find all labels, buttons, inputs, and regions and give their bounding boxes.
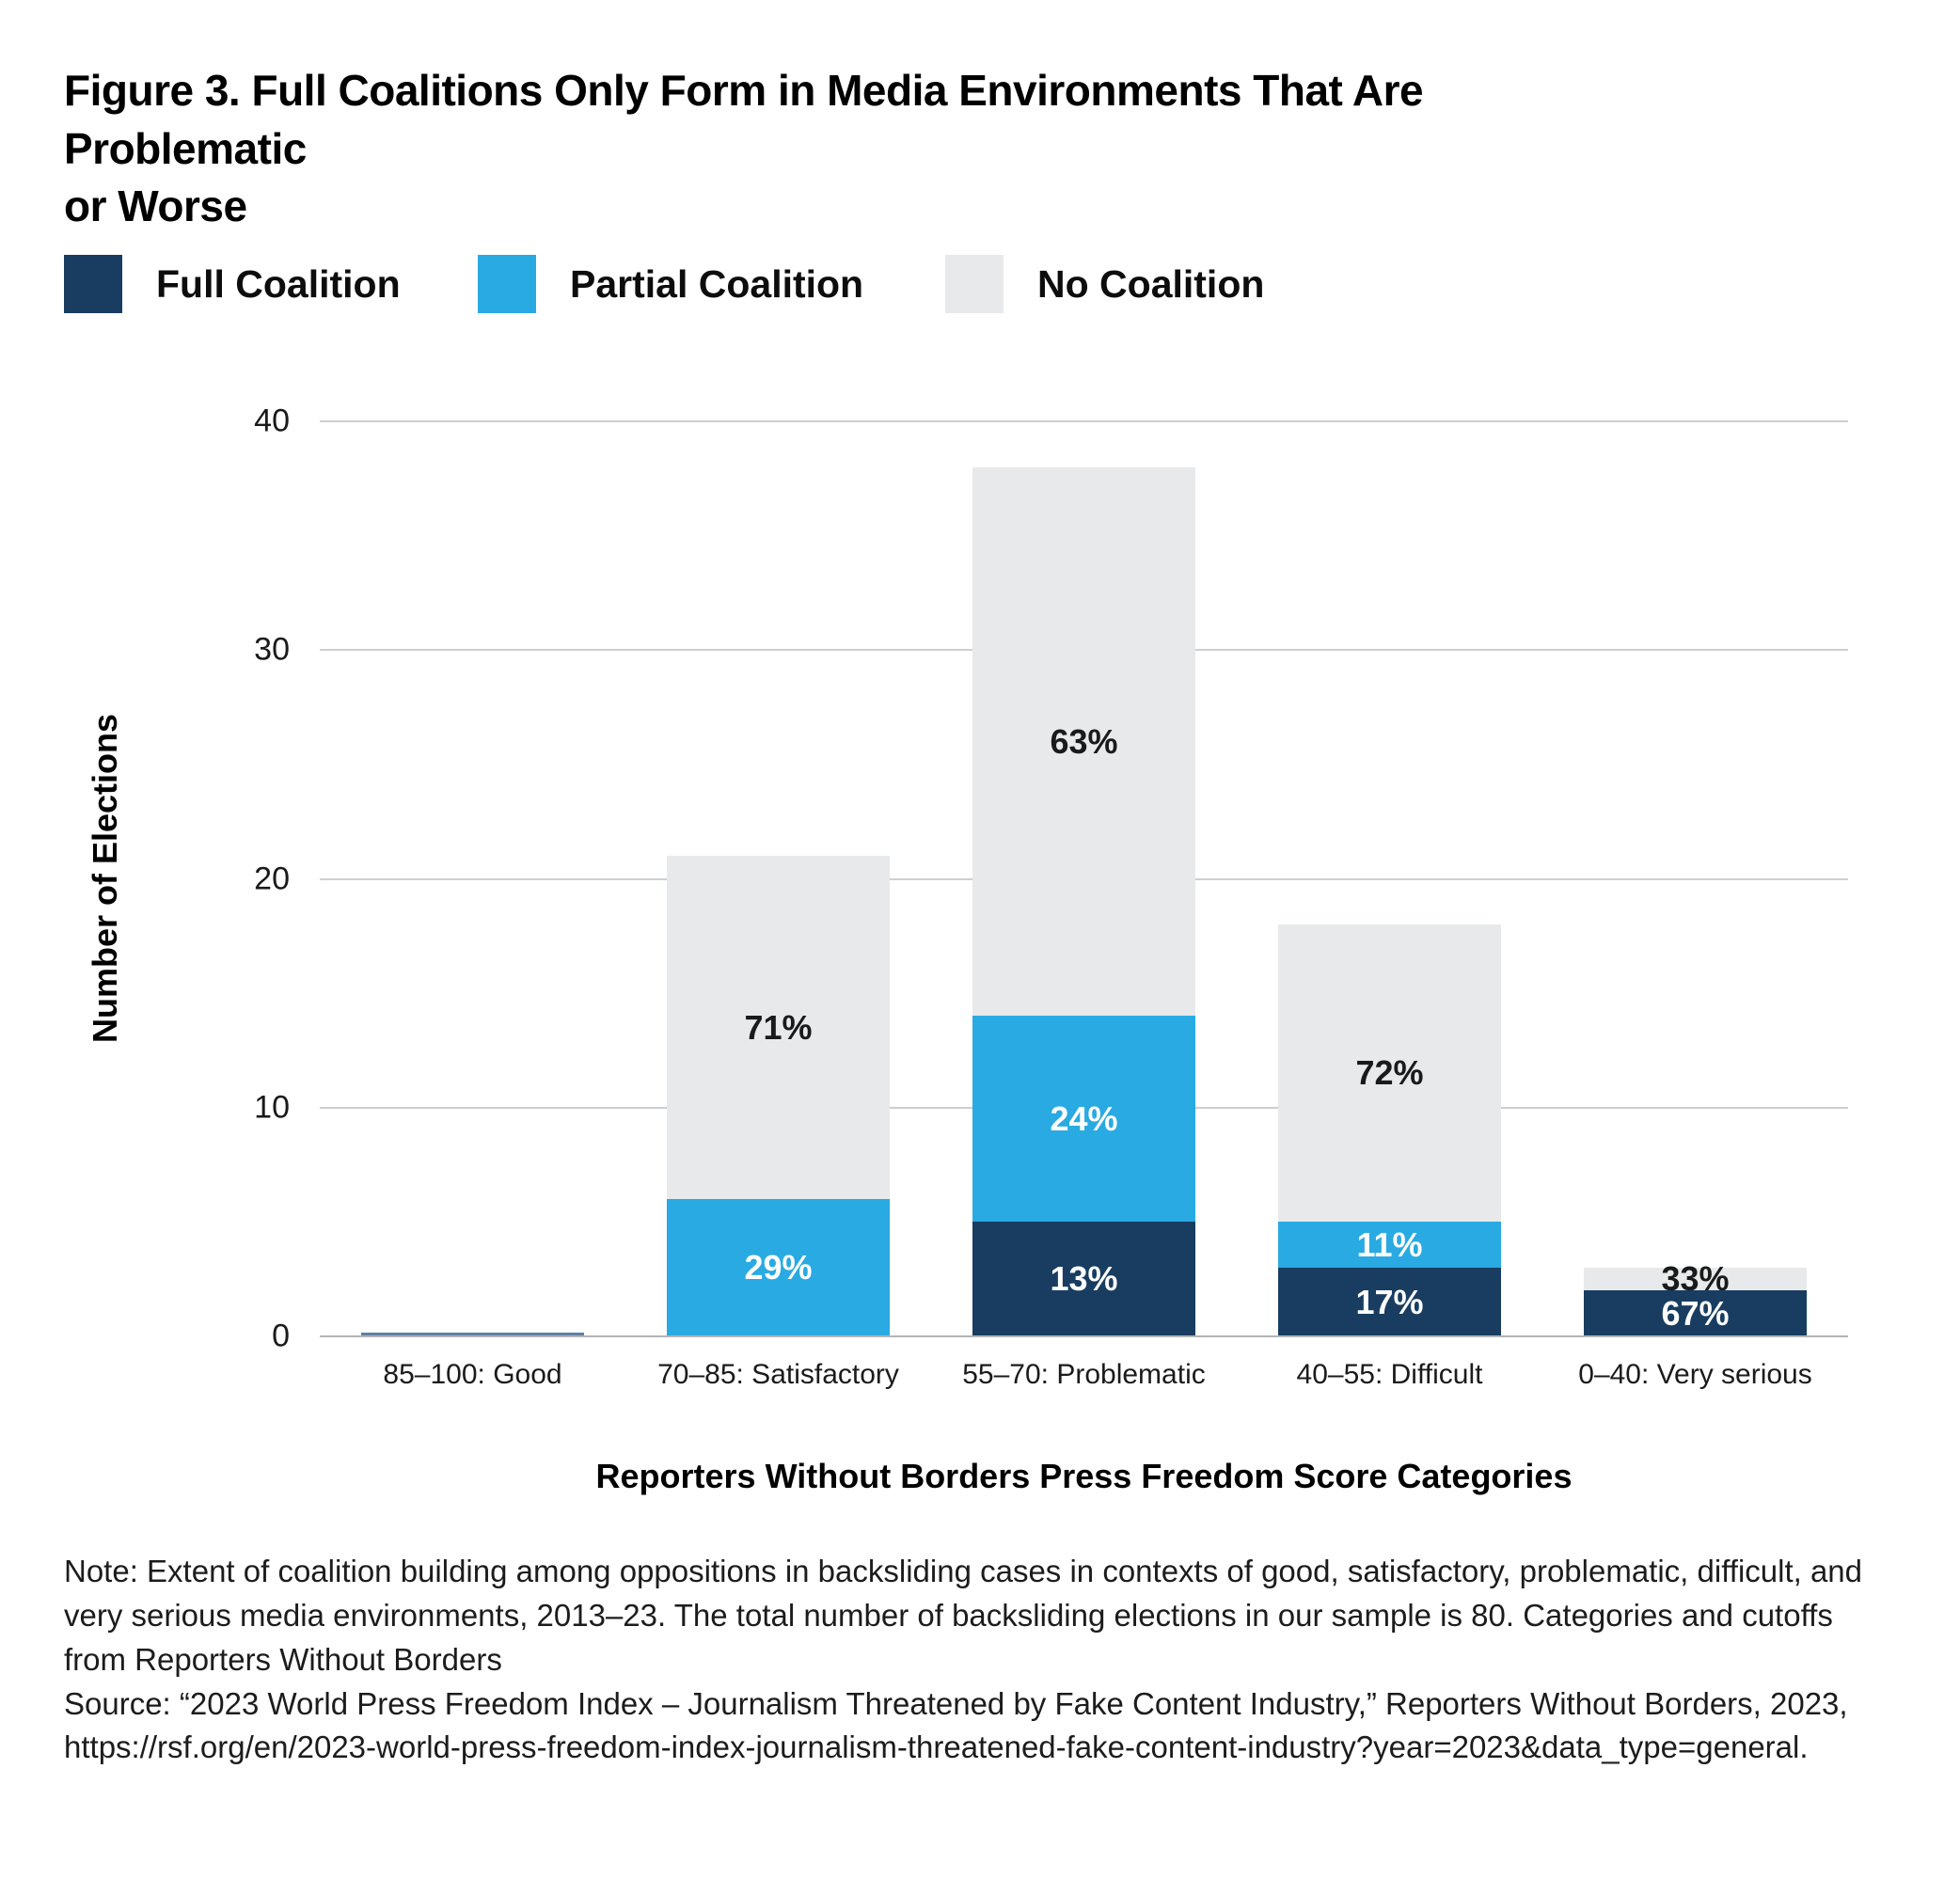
stacked-bar: 17% 11% 72%: [1278, 924, 1501, 1336]
no-coalition-swatch: [945, 255, 1004, 313]
legend-item-full-coalition: Full Coalition: [64, 255, 401, 313]
x-category-label: 40–55: Difficult: [1296, 1359, 1483, 1390]
legend-label: No Coalition: [1037, 261, 1265, 306]
bar-segment: 72%: [1278, 924, 1501, 1223]
y-tick-label: 20: [254, 861, 290, 896]
legend-label: Full Coalition: [156, 261, 401, 306]
gridline: [320, 420, 1848, 422]
segment-percent-label: 67%: [1661, 1293, 1730, 1333]
bar-segment: 17%: [1278, 1268, 1501, 1336]
segment-percent-label: 71%: [744, 1007, 813, 1047]
bar-segment: 71%: [667, 856, 890, 1200]
stacked-bar: 13% 24% 63%: [972, 466, 1195, 1336]
y-tick-label: 0: [272, 1318, 290, 1354]
bar-segment: 67%: [1584, 1290, 1807, 1336]
y-tick-label: 10: [254, 1089, 290, 1126]
bar-segment: 13%: [972, 1222, 1195, 1336]
y-tick-label: 40: [254, 403, 290, 439]
segment-percent-label: 11%: [1356, 1224, 1423, 1264]
bar-segment: 63%: [972, 466, 1195, 1017]
bar-segment: 29%: [667, 1199, 890, 1336]
x-category-label: 70–85: Satisfactory: [657, 1359, 899, 1390]
legend-item-no-coalition: No Coalition: [945, 255, 1264, 313]
full-coalition-swatch: [64, 255, 122, 313]
segment-percent-label: 29%: [744, 1248, 813, 1287]
segment-percent-label: 72%: [1355, 1053, 1424, 1093]
segment-percent-label: 17%: [1355, 1282, 1424, 1321]
x-category-label: 85–100: Good: [383, 1359, 562, 1390]
chart-legend: Full Coalition Partial Coalition No Coal…: [0, 255, 1960, 315]
figure-notes: Note: Extent of coalition building among…: [64, 1550, 1879, 1770]
segment-percent-label: 63%: [1050, 721, 1118, 761]
stacked-bar: 67% 33%: [1584, 1262, 1807, 1336]
legend-label: Partial Coalition: [570, 261, 864, 306]
segment-percent-label: 13%: [1050, 1259, 1118, 1299]
note-text: Note: Extent of coalition building among…: [64, 1554, 1863, 1677]
segment-percent-label: 24%: [1050, 1098, 1118, 1138]
source-text: Source: “2023 World Press Freedom Index …: [64, 1685, 1848, 1765]
page-title: Figure 3. Full Coalitions Only Form in M…: [64, 66, 1424, 231]
partial-coalition-swatch: [478, 255, 536, 313]
legend-item-partial-coalition: Partial Coalition: [478, 255, 863, 313]
bar-segment: 33%: [1584, 1262, 1807, 1296]
x-category-label: 55–70: Problematic: [962, 1359, 1206, 1390]
plot-area: Reporters Without Borders Press Freedom …: [254, 403, 1848, 1495]
x-axis-title: Reporters Without Borders Press Freedom …: [595, 1457, 1573, 1495]
bar-segment: 11%: [1278, 1222, 1501, 1269]
bar-segment: 24%: [972, 1016, 1195, 1223]
zero-height-bar: [361, 1333, 584, 1337]
y-axis-title: Number of Elections: [86, 713, 124, 1044]
x-category-label: 0–40: Very serious: [1578, 1359, 1812, 1390]
stacked-bar: 29% 71%: [667, 856, 890, 1336]
y-tick-label: 30: [254, 631, 290, 668]
x-axis-line: [320, 1335, 1848, 1337]
segment-percent-label: 33%: [1661, 1259, 1730, 1299]
